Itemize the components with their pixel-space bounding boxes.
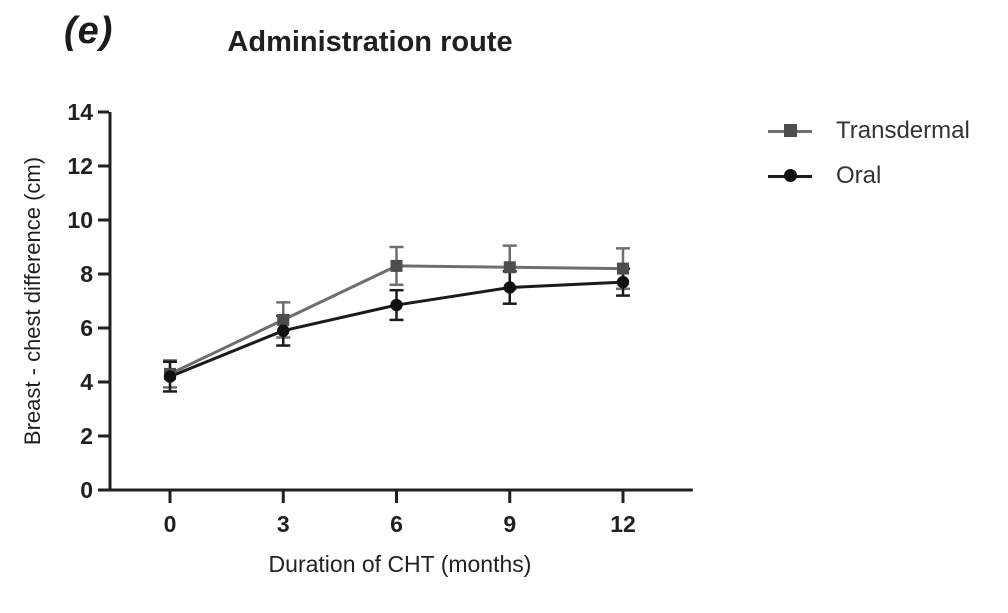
panel-label: (e) <box>64 10 114 52</box>
data-point-circle-oral <box>277 324 290 337</box>
y-axis-label: Breast - chest difference (cm) <box>20 157 45 445</box>
y-tick-label: 12 <box>67 153 93 179</box>
y-tick-label: 0 <box>80 477 93 503</box>
y-tick-label: 4 <box>80 369 93 395</box>
legend-item-oral: Oral <box>768 162 970 190</box>
series-layer <box>163 244 630 393</box>
data-point-circle-oral <box>616 275 630 289</box>
y-tick-label: 10 <box>67 207 93 233</box>
transdermal-line-square-icon <box>768 117 812 145</box>
oral-line-circle-icon <box>768 162 812 190</box>
data-point-square-transdermal <box>617 262 629 275</box>
data-point-circle-oral <box>503 281 516 294</box>
x-tick-label: 12 <box>610 511 636 537</box>
axes-layer: 0 2 4 6 8 10 12 14 0 3 6 9 12 <box>67 99 693 537</box>
x-tick-label: 6 <box>390 511 403 537</box>
legend: Transdermal Oral <box>768 117 970 190</box>
legend-item-transdermal: Transdermal <box>768 117 970 145</box>
data-point-square-transdermal <box>390 259 403 272</box>
data-point-square-transdermal <box>503 261 516 274</box>
x-tick-label: 3 <box>277 511 290 537</box>
x-axis-label: Duration of CHT (months) <box>269 551 532 577</box>
x-tick-label: 0 <box>164 511 177 537</box>
y-tick-label: 14 <box>67 99 93 125</box>
legend-label-transdermal: Transdermal <box>836 117 970 144</box>
data-point-circle-oral <box>163 370 177 383</box>
line-chart-canvas: 0 2 4 6 8 10 12 14 0 3 6 9 12 Breast - chest differe… <box>20 99 693 577</box>
chart-title: Administration route <box>227 26 513 58</box>
y-tick-label: 2 <box>80 423 93 449</box>
data-point-square-transdermal <box>277 313 290 326</box>
data-point-circle-oral <box>390 298 403 312</box>
y-tick-label: 8 <box>80 261 93 287</box>
x-tick-label: 9 <box>503 511 516 537</box>
y-tick-label: 6 <box>80 315 93 341</box>
legend-label-oral: Oral <box>836 162 882 189</box>
